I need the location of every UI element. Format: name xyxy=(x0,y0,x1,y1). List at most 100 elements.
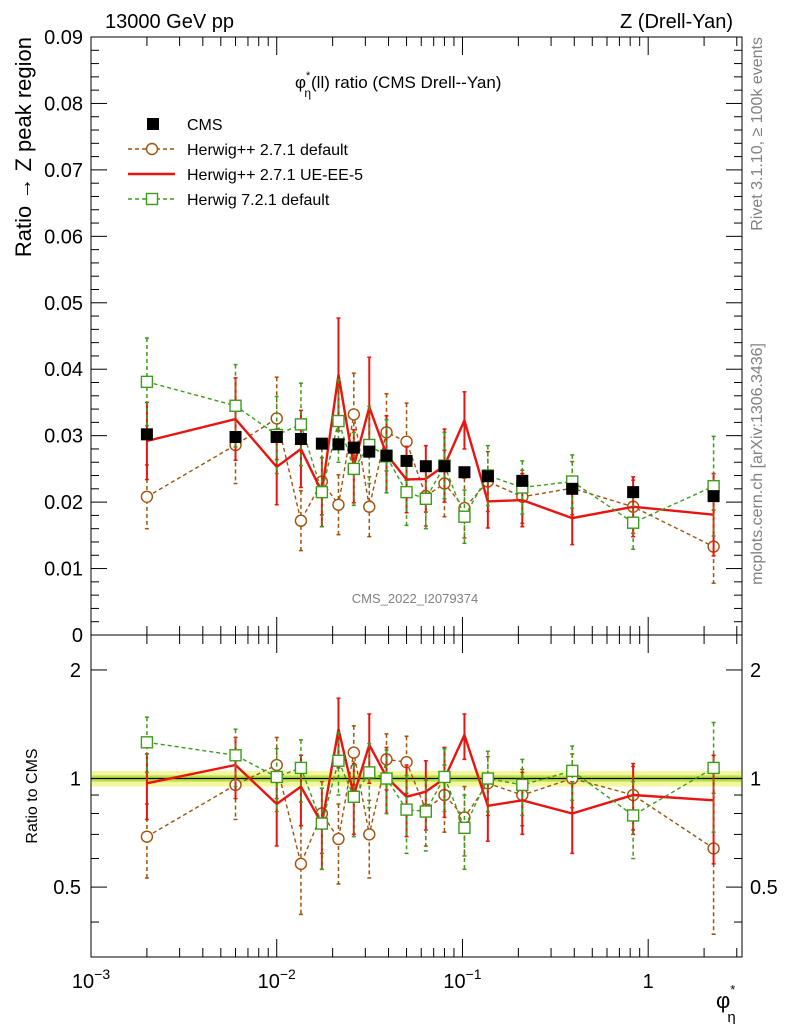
legend-swatch-square xyxy=(145,192,159,206)
ratio-point-square xyxy=(363,766,376,779)
ratio-series-line xyxy=(146,752,714,867)
ratio-point-square xyxy=(140,736,154,749)
ratio-point-square xyxy=(566,764,579,778)
ratio-point-circle xyxy=(140,830,154,843)
ratio-point-square xyxy=(315,817,329,830)
legend-label: Herwig++ 2.7.1 UE-EE-5 xyxy=(187,167,363,184)
ratio-series-line xyxy=(146,728,714,828)
ratio-plot-area xyxy=(140,697,720,936)
legend-label: CMS xyxy=(187,117,223,134)
main-title: φ* η(ll) ratio (CMS Drell--Yan) xyxy=(295,70,501,100)
ratio-point-square xyxy=(516,778,529,792)
cms-data-point xyxy=(229,430,242,443)
top-point-circle xyxy=(294,514,308,527)
cms-data-point xyxy=(140,428,153,441)
y-tick-label: 0.07 xyxy=(44,160,83,182)
watermark: CMS_2022_I2079374 xyxy=(352,591,479,606)
ratio-point-circle xyxy=(294,857,308,871)
x-tick-base: 1 xyxy=(643,971,654,993)
cms-data-point xyxy=(294,432,307,445)
cms-data-point xyxy=(458,466,471,479)
ratio-y-tick-label: 1 xyxy=(70,769,81,791)
main-plot-area xyxy=(140,317,720,584)
ratio-point-square xyxy=(270,770,283,784)
y-tick-label: 0.05 xyxy=(44,293,83,315)
title-eta: η xyxy=(304,86,311,100)
ratio-point-square xyxy=(229,749,242,762)
ratio-point-circle xyxy=(347,746,360,759)
ratio-point-square xyxy=(347,790,360,803)
ratio-point-square xyxy=(380,772,393,785)
ratio-y-tick-label: 2 xyxy=(70,660,81,682)
top-point-square xyxy=(458,510,471,523)
ratio-panel: Ratio to CMS 10−3 10−2 10−1 10.5 0.51 12 2 φ* η xyxy=(24,634,778,1024)
ratio-point-square xyxy=(332,754,345,767)
xlabel-star: * xyxy=(730,982,735,997)
ratio-point-square xyxy=(458,821,471,835)
top-point-square xyxy=(626,516,640,529)
header-right: Z (Drell-Yan) xyxy=(620,11,733,33)
main-panel: Ratio → Z peak region φ* η(ll) ratio (CMS… xyxy=(11,27,743,647)
x-tick-label: 10−2 xyxy=(258,966,296,993)
title-star: * xyxy=(306,70,311,82)
legend-swatch-circle xyxy=(145,142,159,156)
cms-data-point xyxy=(566,482,579,495)
x-tick-exponent: −1 xyxy=(466,966,482,982)
legend-label: Herwig++ 2.7.1 default xyxy=(187,142,349,159)
cms-data-point xyxy=(332,438,345,451)
top-series-line xyxy=(146,414,714,548)
top-point-square xyxy=(229,399,242,412)
y-tick-label: 0 xyxy=(72,625,83,647)
y-tick-label: 0.03 xyxy=(44,426,83,448)
top-point-circle xyxy=(140,490,154,503)
ratio-point-square xyxy=(626,809,640,822)
x-tick-base: 10 xyxy=(443,971,465,993)
ratio-point-circle xyxy=(363,828,376,841)
ratio-point-square xyxy=(707,761,720,775)
top-point-square xyxy=(332,414,345,428)
top-point-circle xyxy=(332,498,345,511)
cms-data-point xyxy=(516,474,529,487)
y-tick-label: 0.04 xyxy=(44,359,83,381)
ratio-point-square xyxy=(294,761,308,775)
y-tick-label: 0.08 xyxy=(44,93,83,115)
x-tick-label: 1 xyxy=(643,971,654,993)
ratio-y-tick-label-right: 2 xyxy=(750,660,761,682)
x-tick-base: 10 xyxy=(258,971,280,993)
top-point-square xyxy=(294,418,308,431)
top-point-square xyxy=(707,479,720,493)
x-axis-label: φ* η xyxy=(716,982,736,1024)
top-point-circle xyxy=(347,408,360,421)
x-tick-label: 10−3 xyxy=(72,966,110,993)
ratio-y-tick-label-right: 1 xyxy=(750,769,761,791)
ratio-point-circle xyxy=(332,832,345,846)
header-left: 13000 GeV pp xyxy=(105,11,234,33)
top-point-square xyxy=(400,485,413,499)
reference-band xyxy=(91,770,742,787)
cms-data-point xyxy=(627,486,640,499)
cms-data-point xyxy=(438,460,451,473)
legend-swatch-cms xyxy=(147,118,159,130)
x-tick-label: 10−1 xyxy=(443,966,481,993)
ratio-axes: 10−3 10−2 10−1 10.5 0.51 12 2 xyxy=(53,635,778,993)
cms-data-point xyxy=(270,430,283,443)
ratio-y-tick-label-right: 0.5 xyxy=(750,877,778,899)
top-point-circle xyxy=(363,500,376,513)
ratio-point-square xyxy=(438,770,451,784)
y-tick-label: 0.09 xyxy=(44,27,83,49)
xlabel-phi: φ xyxy=(716,988,730,1013)
cms-data-point xyxy=(380,449,393,462)
xlabel-eta: η xyxy=(727,1009,735,1024)
legend-label: Herwig 7.2.1 default xyxy=(187,192,330,209)
y-tick-label: 0.06 xyxy=(44,226,83,248)
main-axes: 0 0.01 0.02 0.03 0.04 0.05 0.06 0.07 0.08 0.09 xyxy=(44,27,742,647)
ratio-point-square xyxy=(419,805,433,818)
ratio-point-square xyxy=(481,772,495,785)
cms-data-point xyxy=(347,441,360,454)
title-phi: φ xyxy=(295,73,306,92)
y-tick-label: 0.01 xyxy=(44,559,83,581)
x-tick-exponent: −2 xyxy=(280,966,296,982)
ratio-y-tick-label: 0.5 xyxy=(53,877,81,899)
x-tick-exponent: −3 xyxy=(94,966,110,982)
